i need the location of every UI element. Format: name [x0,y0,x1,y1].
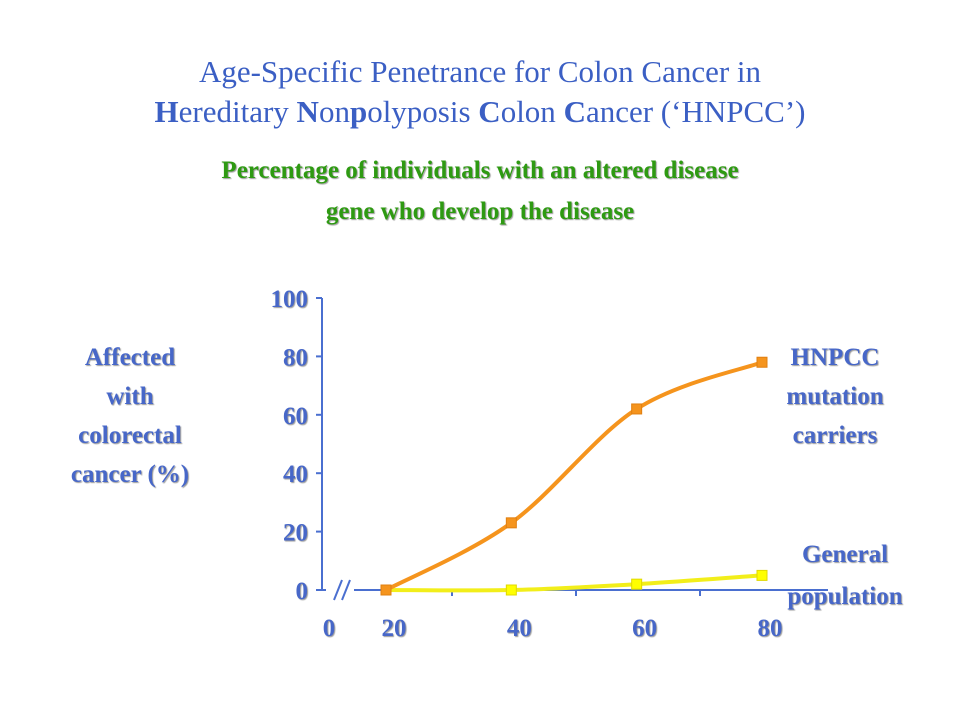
x-tick-label: 0 [323,615,336,642]
y-tick-label: 100 [271,286,309,313]
slide-title-line-2: Hereditary Nonpolyposis Colon Cancer (‘H… [0,92,960,132]
data-point-hnpcc [756,356,768,368]
data-point-hnpcc [631,403,643,415]
slide-title-segment: N [296,94,319,129]
slide-title-segment: olyposis [367,94,479,129]
slide-title-segment: on [318,94,350,129]
legend-hnpcc-line: mutation [786,383,884,410]
y-axis-label-line: with [106,383,154,410]
axis-break-mark [341,579,351,601]
slide-title-line-1: Age-Specific Penetrance for Colon Cancer… [0,52,960,92]
y-tick-label: 60 [283,403,308,430]
chart-subtitle-line-2: gene who develop the disease [325,198,635,225]
series-line-general [384,573,764,593]
slide-title-segment: ancer (‘HNPCC’) [585,94,806,129]
x-tick-label: 40 [507,615,532,642]
slide-title-segment: C [563,94,586,129]
y-tick-label: 80 [283,344,308,371]
slide-title-segment: H [154,94,179,129]
y-tick-label: 40 [283,461,308,488]
legend-hnpcc-line: HNPCC [790,344,880,371]
x-tick-label: 20 [382,615,407,642]
x-tick-label: 80 [758,615,783,642]
y-axis-label-line: colorectal [78,422,182,449]
data-point-hnpcc [505,517,517,529]
y-tick-label: 0 [296,578,309,605]
slide-title-segment: C [478,94,501,129]
data-point-general [505,584,517,596]
x-tick-label: 60 [632,615,657,642]
slide-title-text: Age-Specific Penetrance for Colon Cancer… [198,54,762,89]
slide-title-segment: ereditary [178,94,297,129]
y-tick-label: 20 [283,520,308,547]
axis-break-mark [333,579,343,601]
slide-title-segment: olon [500,94,564,129]
data-point-general [756,569,768,581]
data-point-hnpcc [380,584,392,596]
slide-title-segment: p [349,94,368,129]
chart-subtitle-line-1: Percentage of individuals with an altere… [221,157,739,184]
data-point-general [631,578,643,590]
y-axis-label-line: Affected [84,344,176,371]
legend-general-line: General [801,541,889,568]
legend-hnpcc-line: carriers [792,422,878,449]
series-line-hnpcc [384,360,764,592]
y-axis-label-line: cancer (%) [70,461,190,488]
legend-general-line: population [787,583,903,610]
